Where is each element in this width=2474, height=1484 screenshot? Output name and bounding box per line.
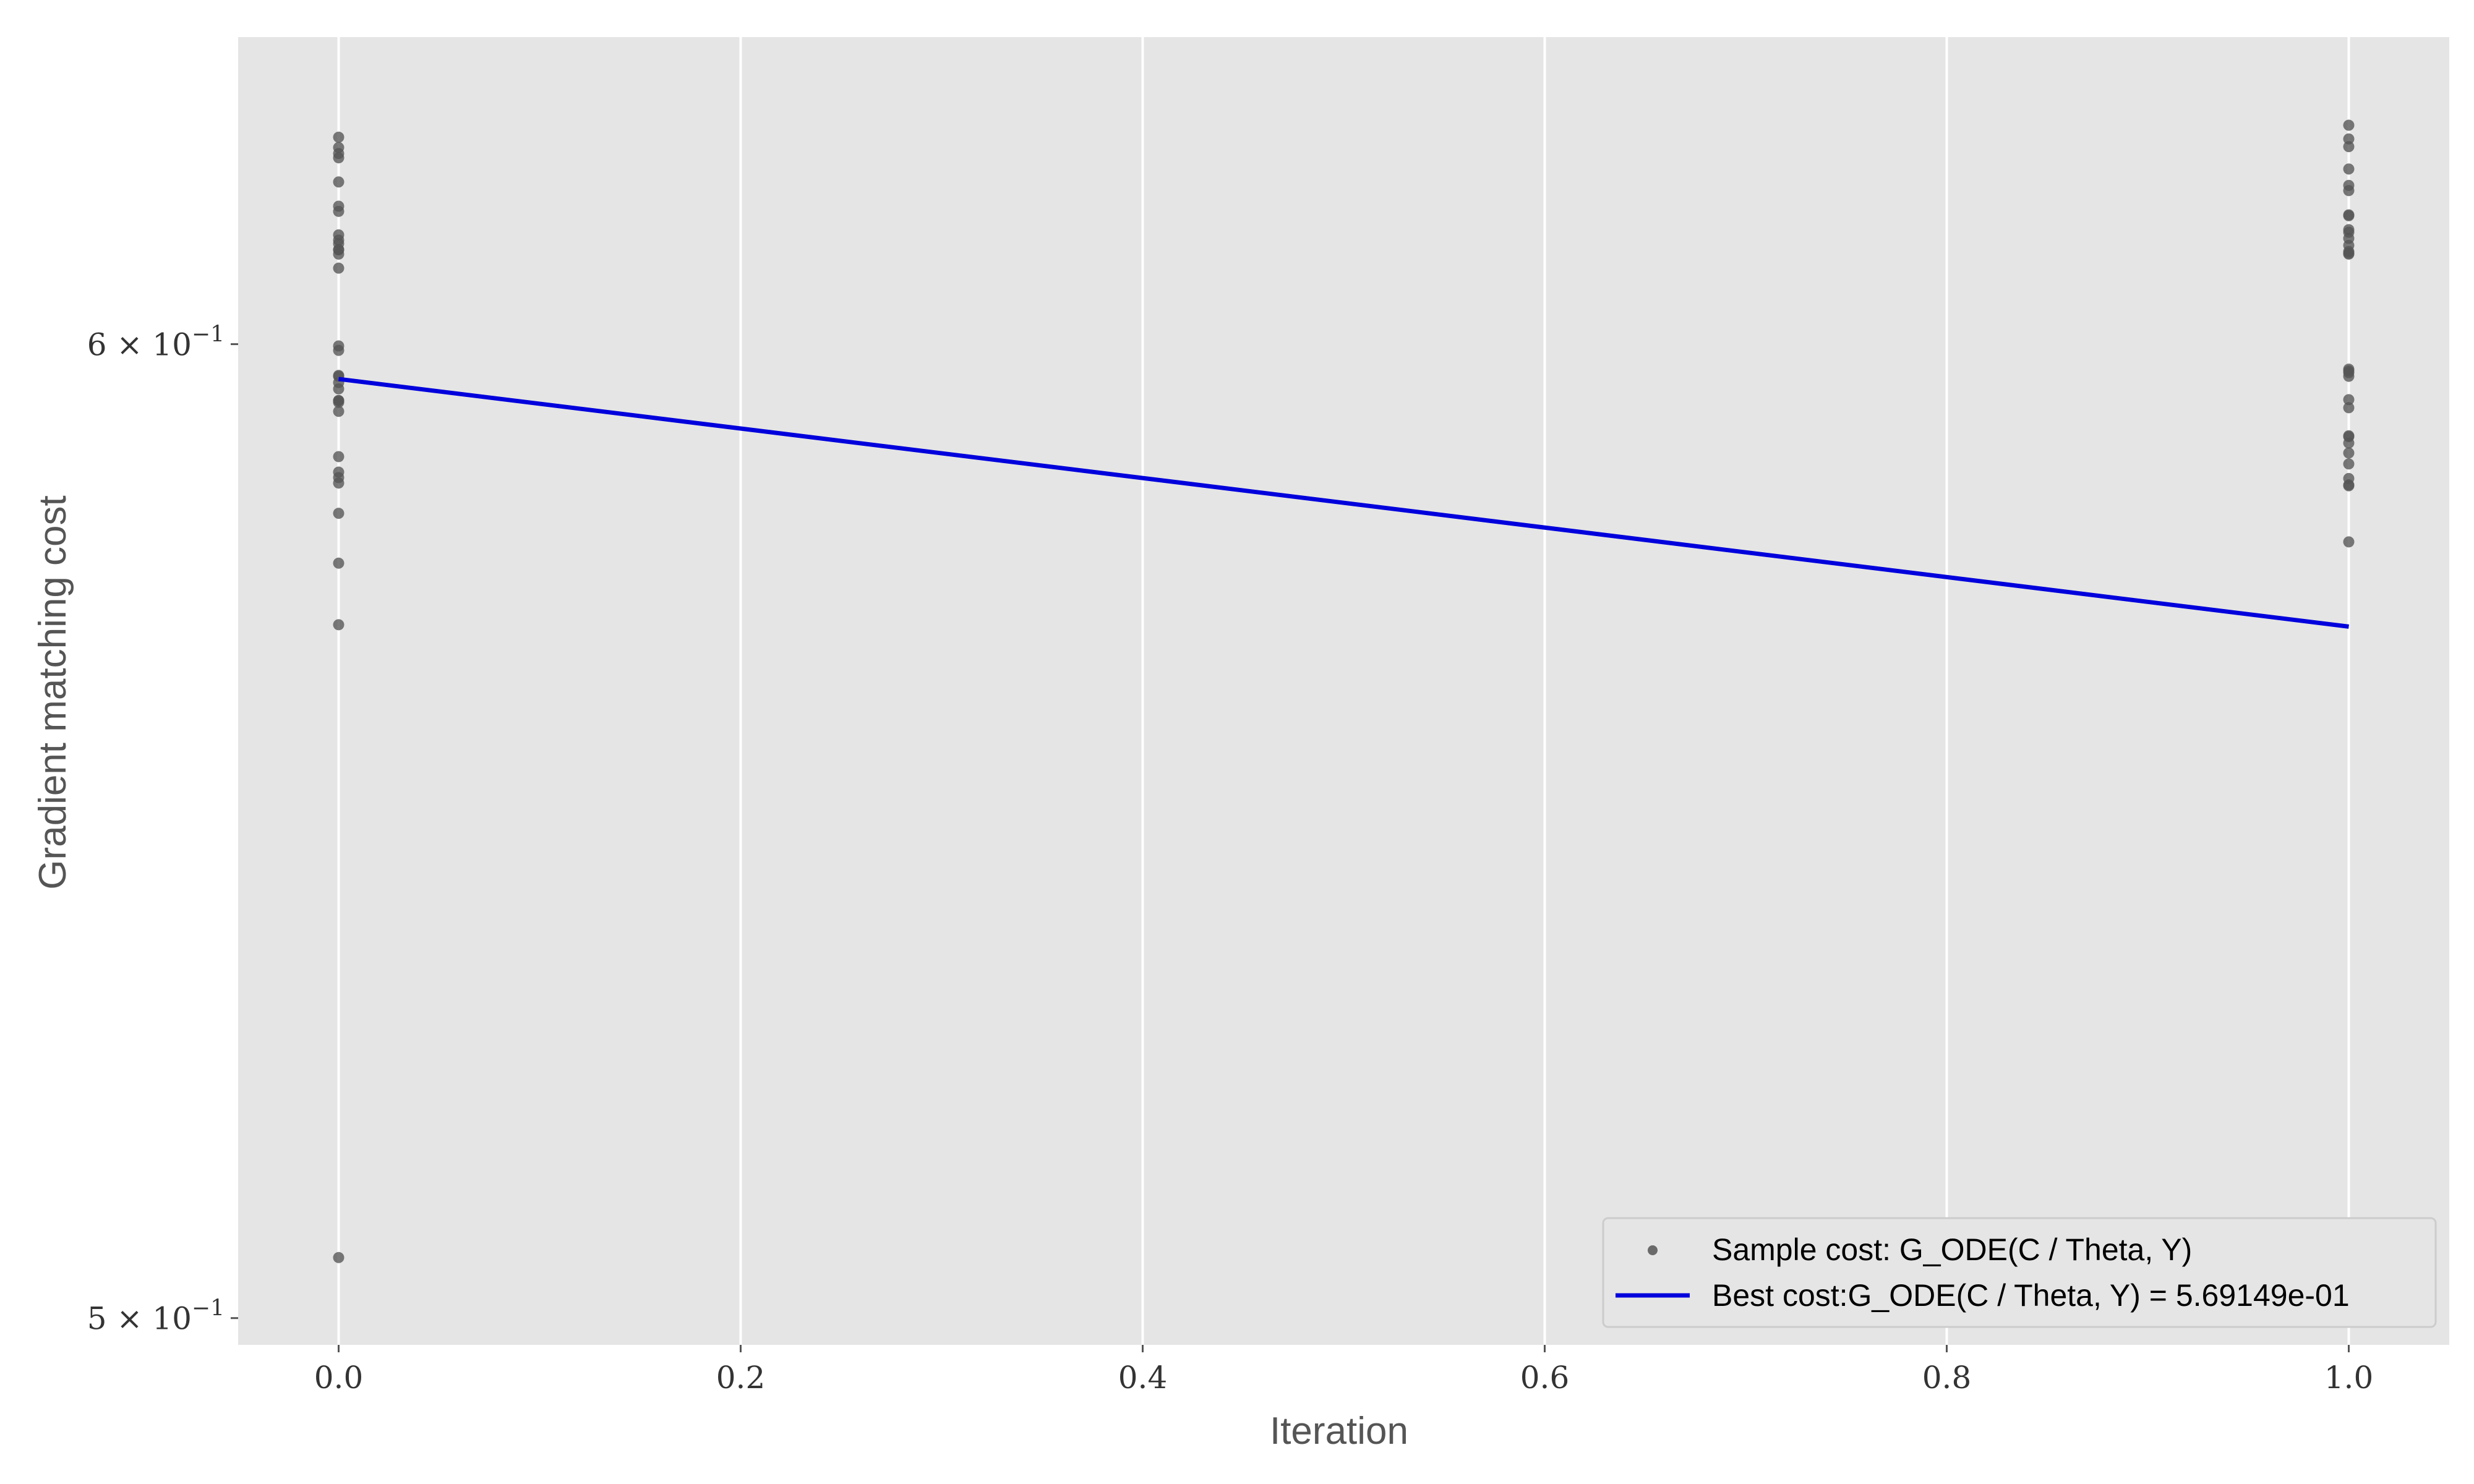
y-tick-times-ten: × 10: [107, 1301, 192, 1337]
data-point: [333, 152, 345, 164]
data-point: [333, 477, 345, 489]
x-tick-label: 0.4: [1118, 1360, 1168, 1396]
data-point: [2343, 248, 2355, 260]
data-point: [2343, 119, 2355, 131]
data-point: [2343, 402, 2355, 414]
y-axis-label: Gradient matching cost: [32, 495, 74, 890]
y-tick-exponent: −1: [192, 1296, 225, 1321]
y-tick-label: 6 × 10−1: [87, 322, 225, 363]
data-point: [2343, 536, 2355, 548]
data-point: [2343, 394, 2355, 406]
x-tick-label: 0.2: [716, 1360, 766, 1396]
y-tick-times-ten: × 10: [107, 327, 192, 363]
x-tick-label: 1.0: [2324, 1360, 2374, 1396]
best-cost-line: [338, 377, 2349, 629]
legend-label-best-cost: Best cost:G_ODE(C / Theta, Y) = 5.69149e…: [1712, 1278, 2350, 1313]
plot-background: [238, 37, 2449, 1345]
data-point: [333, 383, 345, 394]
data-point: [333, 406, 345, 417]
y-tick-mantissa: 5: [87, 1301, 107, 1337]
data-point: [333, 205, 345, 217]
data-point: [2343, 185, 2355, 197]
legend-box: [1602, 1217, 2437, 1328]
x-tick-label: 0.0: [314, 1360, 364, 1396]
data-point: [2343, 210, 2355, 221]
data-point: [333, 131, 345, 143]
data-point: [333, 508, 345, 519]
data-point: [2343, 458, 2355, 470]
legend-label-sample-cost: Sample cost: G_ODE(C / Theta, Y): [1712, 1232, 2192, 1267]
data-point: [2343, 447, 2355, 459]
x-tick-label: 0.8: [1922, 1360, 1972, 1396]
series: [333, 119, 2355, 1263]
data-point: [333, 451, 345, 463]
x-axis-label: Iteration: [1270, 1410, 1408, 1452]
data-point: [333, 262, 345, 274]
data-point: [333, 176, 345, 188]
x-tick-label: 0.6: [1520, 1360, 1570, 1396]
data-point: [333, 344, 345, 356]
data-point: [333, 396, 345, 408]
legend-marker-sample-cost: [1648, 1245, 1658, 1255]
data-point: [333, 557, 345, 569]
data-point: [2343, 163, 2355, 175]
legend: Sample cost: G_ODE(C / Theta, Y) Best co…: [1602, 1217, 2437, 1328]
data-point: [2343, 370, 2355, 382]
data-point: [2343, 133, 2355, 145]
data-point: [2343, 141, 2355, 153]
data-point: [2343, 480, 2355, 492]
data-point: [333, 248, 345, 260]
data-point: [333, 1252, 345, 1263]
data-point: [2343, 437, 2355, 449]
y-tick-mantissa: 6: [87, 327, 107, 363]
data-point: [333, 619, 345, 631]
y-tick-label: 5 × 10−1: [87, 1296, 225, 1337]
y-tick-exponent: −1: [192, 322, 225, 348]
axes: 0.0 0.2 0.4 0.6 0.8 1.05 × 10−16 × 10−1: [87, 322, 2373, 1396]
